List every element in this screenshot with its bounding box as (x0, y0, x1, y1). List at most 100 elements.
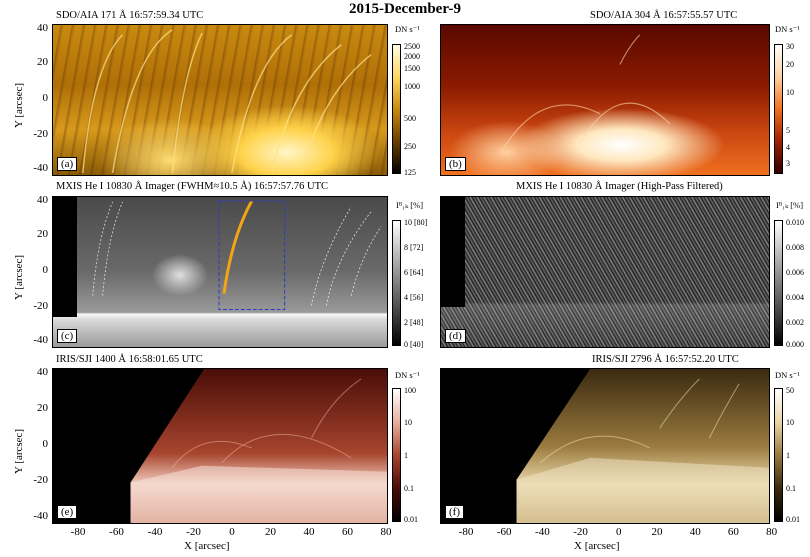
panel-d-image: (d) (440, 196, 770, 348)
x-tick: 0 (229, 526, 235, 538)
panel-a-cbar-tick: 250 (404, 142, 416, 151)
panel-c-cbar-tick: 6 [64] (404, 268, 424, 277)
panel-e-cbar-tick: 0.1 (404, 484, 414, 493)
panel-a-cbar-tick: 125 (404, 168, 416, 177)
panel-b-cbar-tick: 5 (786, 126, 790, 135)
x-tick: -60 (109, 526, 124, 538)
panel-c-title: MXIS He I 10830 Å Imager (FWHM≈10.5 Å) 1… (56, 181, 329, 192)
panel-b-image: (b) (440, 24, 770, 176)
x-tick: -60 (496, 526, 512, 538)
y-tick: -20 (33, 300, 48, 312)
panel-d-label: (d) (445, 329, 466, 343)
panel-e-overlay (130, 369, 387, 523)
panel-b-colorbar-title: DN s⁻¹ (775, 24, 800, 34)
x-tick: 0 (616, 526, 622, 538)
y-tick: 40 (37, 366, 48, 378)
panel-f-overlay (516, 369, 769, 523)
panel-b-colorbar (774, 44, 783, 174)
panel-a-cbar-tick: 2000 (404, 52, 420, 61)
panel-d-cbar-tick: 0.000 (786, 340, 804, 349)
panel-c-colorbar-title: Iᴮ₁ₖ [%] (396, 200, 424, 210)
panel-b-cbar-tick: 20 (786, 60, 794, 69)
panel-a-label: (a) (57, 157, 78, 171)
y-tick: 40 (37, 194, 48, 206)
y-tick: -20 (33, 128, 48, 140)
y-tick: 40 (37, 22, 48, 34)
panel-f-image: (f) (440, 368, 770, 524)
x-tick: -80 (458, 526, 474, 538)
y-tick: 0 (42, 92, 49, 104)
panel-c-cbar-tick: 2 [48] (404, 318, 424, 327)
panel-c-cbar-tick: 10 [80] (404, 218, 428, 227)
panel-f-cbar-tick: 1 (786, 451, 790, 460)
figure-title: 2015-December-9 (349, 1, 461, 17)
panel-b-cbar-tick: 30 (786, 42, 794, 51)
x-tick: 80 (380, 526, 392, 538)
panel-c-mask (53, 197, 77, 317)
row1-y-axis-label: Y [arcsec] (13, 82, 25, 128)
panel-d-cbar-tick: 0.002 (786, 318, 804, 327)
panel-b-loops (500, 34, 671, 154)
panel-d-cbar-tick: 0.004 (786, 293, 804, 302)
x-axis-label-right: X [arcsec] (574, 540, 620, 552)
panel-a-cbar-tick: 2500 (404, 42, 420, 51)
panel-f-cbar-tick: 10 (786, 418, 794, 427)
y-tick: 20 (37, 402, 48, 414)
x-tick: 80 (766, 526, 778, 538)
panel-a-title: SDO/AIA 171 Å 16:57:59.34 UTC (56, 10, 204, 21)
y-tick: -40 (33, 162, 48, 174)
panel-c-label: (c) (57, 329, 78, 343)
x-tick: 40 (303, 526, 315, 538)
x-axis-label-left: X [arcsec] (184, 540, 230, 552)
panel-a-loops (82, 29, 372, 174)
y-tick: -40 (33, 334, 48, 346)
y-tick: 20 (37, 56, 48, 68)
panel-a-colorbar (392, 44, 401, 174)
y-tick: 20 (37, 228, 48, 240)
panel-e-colorbar (392, 388, 401, 522)
panel-e-colorbar-title: DN s⁻¹ (395, 370, 420, 380)
panel-e-cbar-tick: 0.01 (404, 515, 418, 524)
panel-c-cbar-tick: 4 [56] (404, 293, 424, 302)
panel-e-image: (e) (52, 368, 388, 524)
panel-e-title: IRIS/SJI 1400 Å 16:58:01.65 UTC (56, 354, 203, 365)
panel-b-cbar-tick: 10 (786, 88, 794, 97)
panel-f-cbar-tick: 50 (786, 386, 794, 395)
panel-d-colorbar-title: Iᴮ₁ₖ [%] (776, 200, 804, 210)
panel-b-title: SDO/AIA 304 Å 16:57:55.57 UTC (590, 10, 738, 21)
y-tick: 0 (42, 438, 49, 450)
panel-e-cbar-tick: 10 (404, 418, 412, 427)
panel-d-colorbar (774, 220, 783, 346)
panel-a-cbar-tick: 1000 (404, 82, 420, 91)
x-tick: 40 (689, 526, 701, 538)
panel-c-image: (c) (52, 196, 388, 348)
x-tick: 20 (265, 526, 276, 538)
panel-a-image: (a) (52, 24, 388, 176)
panel-e-cbar-tick: 1 (404, 451, 408, 460)
panel-d-cbar-tick: 0.010 (786, 218, 804, 227)
panel-e-label: (e) (57, 505, 78, 519)
panel-c-cbar-tick: 0 [40] (404, 340, 424, 349)
panel-c-cbar-tick: 8 [72] (404, 243, 424, 252)
panel-c-colorbar (392, 220, 401, 346)
x-tick: -40 (535, 526, 550, 538)
row3-y-axis-label: Y [arcsec] (13, 428, 25, 474)
panel-f-cbar-tick: 0.1 (786, 484, 796, 493)
x-tick: -20 (573, 526, 588, 538)
x-tick: 60 (342, 526, 353, 538)
panel-d-mask (441, 197, 465, 307)
y-tick: -20 (33, 474, 48, 486)
panel-c-overlay (92, 200, 382, 310)
panel-f-cbar-tick: 0.01 (786, 515, 800, 524)
panel-b-cbar-tick: 3 (786, 159, 790, 168)
panel-b-label: (b) (445, 157, 466, 171)
panel-a-cbar-tick: 1500 (404, 64, 420, 73)
panel-b-cbar-tick: 4 (786, 143, 790, 152)
panel-d-cbar-tick: 0.008 (786, 243, 804, 252)
panel-f-label: (f) (445, 505, 464, 519)
x-tick: 20 (651, 526, 663, 538)
x-tick: -40 (147, 526, 163, 538)
y-tick: -40 (33, 510, 48, 522)
y-tick: 0 (42, 264, 49, 276)
panel-f-colorbar (774, 388, 783, 522)
